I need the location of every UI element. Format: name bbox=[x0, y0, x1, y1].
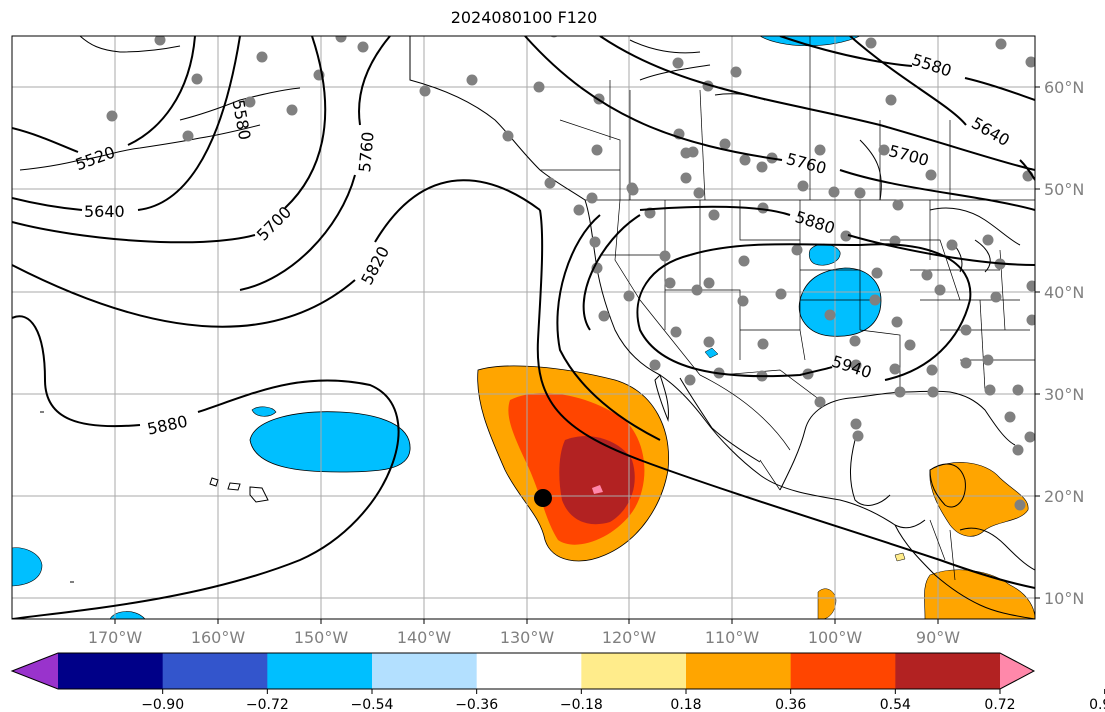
colorbar-ticks bbox=[162, 689, 1105, 694]
storm-location-dot bbox=[534, 489, 552, 507]
colorbar-segment bbox=[267, 653, 373, 689]
colorbar-segment bbox=[790, 653, 896, 689]
lat-label: 20°N bbox=[1044, 487, 1084, 506]
map-frame bbox=[11, 35, 1036, 620]
lon-label: 160°W bbox=[191, 628, 246, 647]
colorbar-label: 0.90 bbox=[1089, 697, 1105, 712]
lon-label: 140°W bbox=[397, 628, 452, 647]
lon-label: 170°W bbox=[88, 628, 143, 647]
colorbar-label: −0.90 bbox=[141, 697, 184, 712]
colorbar-extend-low bbox=[12, 653, 58, 689]
lon-label: 90°W bbox=[916, 628, 960, 647]
lat-label: 60°N bbox=[1044, 78, 1084, 97]
lon-label: 100°W bbox=[808, 628, 863, 647]
longitude-labels: 170°W 160°W 150°W 140°W 130°W 120°W 110°… bbox=[88, 628, 960, 647]
colorbar-segment bbox=[372, 653, 478, 689]
map-title: 2024080100 F120 bbox=[450, 8, 598, 27]
colorbar-label: 0.54 bbox=[880, 697, 911, 712]
lon-label: 110°W bbox=[705, 628, 760, 647]
lon-label: 150°W bbox=[294, 628, 349, 647]
colorbar-label: −0.72 bbox=[246, 697, 289, 712]
colorbar-labels: −0.90 −0.72 −0.54 −0.36 −0.18 0.18 0.36 0.54 0.7… bbox=[141, 697, 1105, 712]
colorbar-label: 0.72 bbox=[984, 697, 1015, 712]
colorbar-outline bbox=[10, 652, 1036, 690]
colorbar-segments bbox=[12, 653, 1034, 689]
latitude-labels: 60°N 50°N 40°N 30°N 20°N 10°N bbox=[1044, 78, 1084, 608]
colorbar-segment bbox=[895, 653, 1001, 689]
map-background bbox=[12, 36, 1035, 619]
contour-label-5760-west: 5760 bbox=[355, 131, 377, 173]
station-dots bbox=[106, 36, 1035, 511]
lon-label: 130°W bbox=[500, 628, 555, 647]
colorbar-segment bbox=[162, 653, 268, 689]
lat-label: 10°N bbox=[1044, 589, 1084, 608]
lat-label: 30°N bbox=[1044, 385, 1084, 404]
colorbar-label: −0.36 bbox=[455, 697, 498, 712]
colorbar-label: −0.54 bbox=[351, 697, 394, 712]
colorbar: −0.90 −0.72 −0.54 −0.36 −0.18 0.18 0.36 0.54 0.7… bbox=[10, 652, 1105, 712]
colorbar-segment bbox=[686, 653, 792, 689]
height-contours bbox=[12, 36, 1035, 619]
colorbar-segment bbox=[476, 653, 582, 689]
axis-ticks bbox=[114, 86, 1040, 624]
lat-label: 40°N bbox=[1044, 283, 1084, 302]
colorbar-label: 0.36 bbox=[775, 697, 806, 712]
lat-label: 50°N bbox=[1044, 180, 1084, 199]
colorbar-extend-high bbox=[1000, 653, 1034, 689]
colorbar-label: −0.18 bbox=[560, 697, 603, 712]
colorbar-segment bbox=[58, 653, 164, 689]
contour-label-5640: 5640 bbox=[84, 202, 125, 221]
colorbar-segment bbox=[581, 653, 687, 689]
lon-label: 120°W bbox=[602, 628, 657, 647]
positive-anomaly-areas bbox=[477, 365, 1035, 619]
colorbar-label: 0.18 bbox=[670, 697, 701, 712]
